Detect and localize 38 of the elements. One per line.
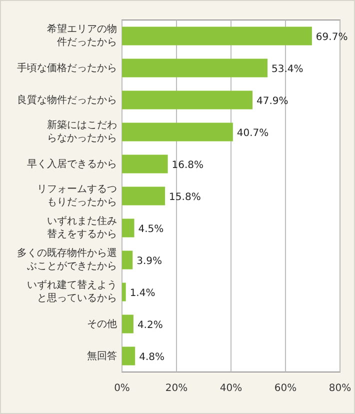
data-label: 40.7% bbox=[236, 128, 269, 139]
x-tick-label: 20% bbox=[165, 383, 188, 394]
bar bbox=[122, 154, 168, 174]
y-tick-label: いずれ建て替えようと思っているから bbox=[26, 279, 117, 305]
y-tick-label: 希望エリアの物件だったから bbox=[46, 23, 117, 49]
bar bbox=[122, 26, 312, 46]
bar bbox=[122, 282, 126, 302]
y-tick-label: 無回答 bbox=[87, 350, 117, 362]
bar bbox=[122, 314, 134, 334]
y-tick-label: リフォームするつもりだったから bbox=[36, 183, 117, 209]
data-label: 15.8% bbox=[169, 192, 201, 203]
data-label: 53.4% bbox=[272, 64, 304, 75]
x-tick-label: 0% bbox=[114, 383, 130, 394]
bar bbox=[122, 90, 253, 110]
y-tick-label: いずれまた住み替えをするから bbox=[46, 215, 117, 241]
data-label: 47.9% bbox=[256, 96, 288, 107]
data-label: 16.8% bbox=[172, 160, 204, 171]
data-label: 3.9% bbox=[136, 256, 162, 267]
bar bbox=[122, 186, 166, 206]
data-label: 4.2% bbox=[137, 320, 163, 331]
y-tick-label: 新築にはこだわらなかったから bbox=[46, 119, 117, 145]
y-tick-label: その他 bbox=[87, 318, 117, 330]
data-label: 4.8% bbox=[139, 352, 164, 363]
y-tick-label: 良質な物件だったから bbox=[17, 94, 117, 106]
data-label: 4.5% bbox=[138, 224, 164, 235]
y-tick-label: 早く入居できるから bbox=[27, 158, 117, 170]
y-tick-label: 多くの既存物件から選ぶことができたから bbox=[16, 247, 117, 273]
y-tick-label: 手頃な価格だったから bbox=[17, 62, 117, 74]
bar bbox=[122, 250, 133, 270]
bar bbox=[122, 122, 233, 142]
x-tick-label: 60% bbox=[274, 383, 297, 394]
data-label: 1.4% bbox=[130, 288, 156, 299]
x-tick-label: 40% bbox=[220, 383, 242, 394]
x-tick-label: 80% bbox=[328, 383, 352, 394]
bar bbox=[122, 58, 268, 78]
bar bbox=[122, 218, 134, 238]
bar bbox=[122, 346, 136, 366]
data-label: 69.7% bbox=[316, 32, 348, 43]
